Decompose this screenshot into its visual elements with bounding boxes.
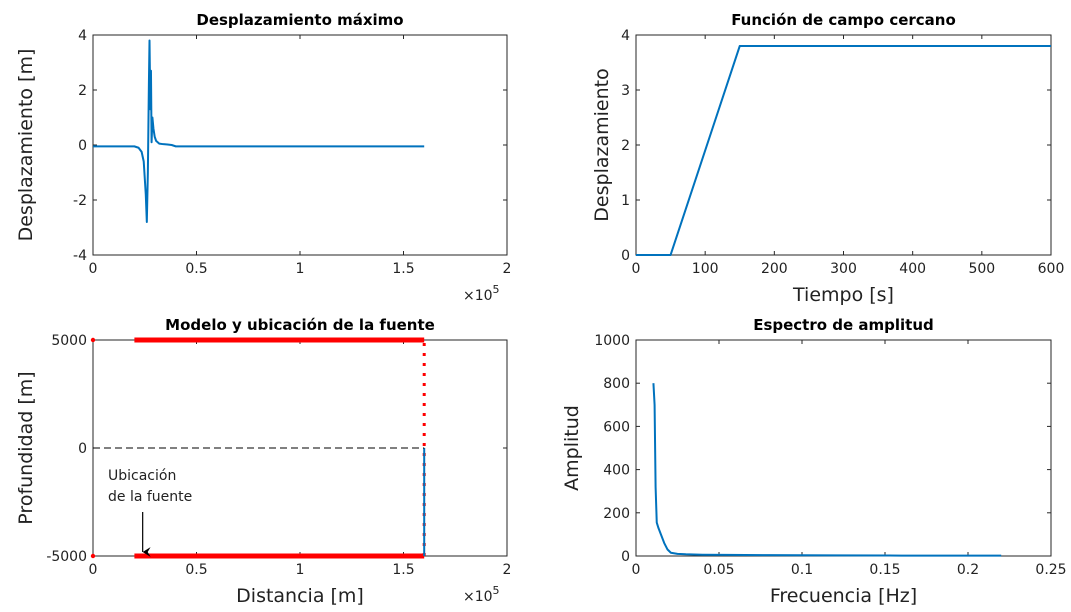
y-tick-label: 0: [78, 441, 87, 457]
y-tick-label: 3: [621, 83, 630, 99]
plot-frame-p3: [92, 339, 508, 557]
annotation-text: Ubicación: [108, 468, 176, 484]
y-tick-label: 200: [603, 506, 630, 522]
x-tick-label: 0.5: [185, 562, 207, 578]
x-tick-label: 1.5: [392, 261, 414, 277]
series-line-0: [93, 39, 425, 223]
series-line-0: [652, 383, 1002, 557]
x-tick-label: 200: [761, 261, 788, 277]
x-tick-label: 1: [296, 261, 305, 277]
y-tick-label: 4: [621, 28, 630, 44]
x-tick-label: 2: [503, 261, 512, 277]
y-tick-label: 800: [603, 376, 630, 392]
y-axis-label: Desplazamiento: [591, 68, 613, 221]
series-line-0: [636, 45, 1051, 256]
y-tick-label: 0: [621, 549, 630, 565]
x-tick-label: 0: [89, 261, 98, 277]
x-exponent-power: 5: [493, 283, 500, 296]
y-tick-label: 2: [621, 138, 630, 154]
x-tick-label: 600: [1038, 261, 1065, 277]
y-tick-label: 2: [78, 83, 87, 99]
x-tick-label: 0: [89, 562, 98, 578]
x-tick-label: 0: [632, 261, 641, 277]
x-tick-label: 300: [830, 261, 857, 277]
annotation-text: de la fuente: [108, 489, 192, 505]
chart-title: Modelo y ubicación de la fuente: [165, 316, 435, 334]
y-tick-label: 0: [621, 248, 630, 264]
chart-title: Espectro de amplitud: [753, 316, 934, 334]
x-tick-label: 0.25: [1035, 562, 1066, 578]
y-tick-label: 5000: [51, 333, 87, 349]
plot-frame-p1: [92, 34, 508, 256]
x-exponent-label: ×105: [463, 584, 500, 605]
series-point: [90, 337, 96, 343]
y-tick-label: -2: [73, 193, 87, 209]
y-tick-label: 1000: [594, 333, 630, 349]
x-tick-label: 100: [692, 261, 719, 277]
x-tick-label: 0.1: [791, 562, 813, 578]
plot-frame-p4: [635, 339, 1052, 557]
x-axis-label: Frecuencia [Hz]: [770, 585, 917, 607]
series-point: [90, 553, 96, 559]
x-tick-label: 0.15: [869, 562, 900, 578]
y-tick-label: 4: [78, 28, 87, 44]
x-tick-label: 400: [899, 261, 926, 277]
chart-title: Desplazamiento máximo: [196, 11, 403, 29]
y-tick-label: -5000: [46, 549, 87, 565]
x-tick-label: 1.5: [392, 562, 414, 578]
y-tick-label: 0: [78, 138, 87, 154]
x-tick-label: 0.05: [703, 562, 734, 578]
x-axis-label: Tiempo [s]: [792, 284, 894, 306]
y-tick-label: 400: [603, 463, 630, 479]
x-tick-label: 1: [296, 562, 305, 578]
y-tick-label: 600: [603, 419, 630, 435]
x-tick-label: 0.5: [185, 261, 207, 277]
y-tick-label: -4: [73, 248, 87, 264]
x-tick-label: 2: [503, 562, 512, 578]
y-axis-label: Desplazamiento [m]: [15, 49, 37, 242]
y-tick-label: 1: [621, 193, 630, 209]
x-tick-label: 500: [968, 261, 995, 277]
plot-frame-p2: [635, 34, 1052, 256]
y-axis-label: Amplitud: [561, 405, 583, 491]
x-exponent-label: ×105: [463, 283, 500, 304]
x-tick-label: 0.2: [957, 562, 979, 578]
chart-title: Función de campo cercano: [731, 11, 956, 29]
x-tick-label: 0: [632, 562, 641, 578]
x-exponent-power: 5: [493, 584, 500, 597]
y-axis-label: Profundidad [m]: [15, 371, 37, 524]
x-axis-label: Distancia [m]: [236, 585, 364, 607]
